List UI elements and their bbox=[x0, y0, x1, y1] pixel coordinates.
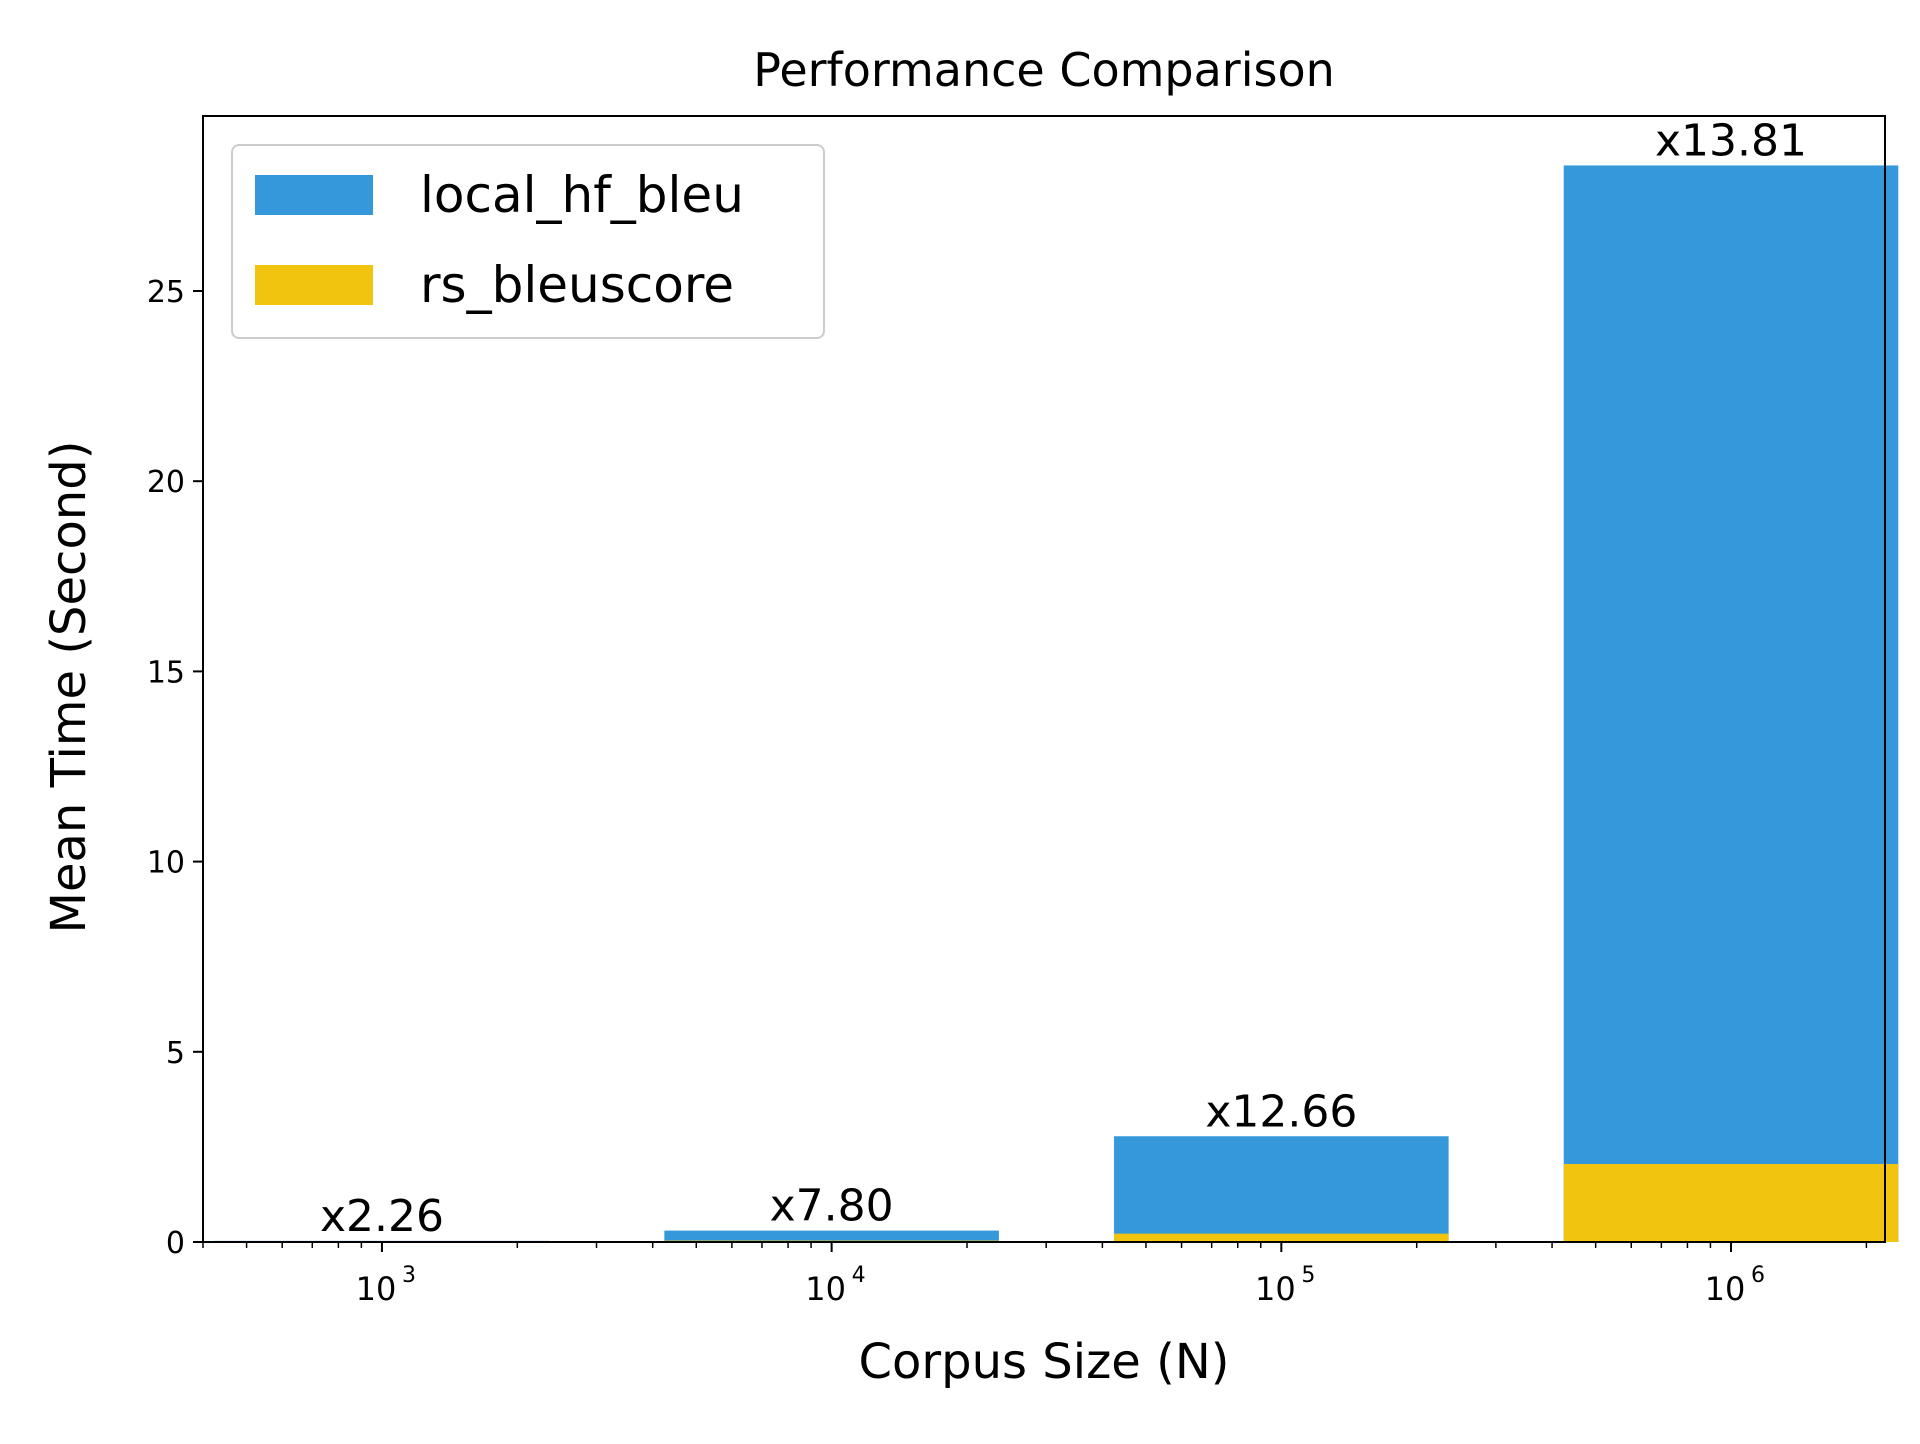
x-tick-base-0: 10 bbox=[356, 1270, 397, 1308]
x-axis-label: Corpus Size (N) bbox=[859, 1334, 1230, 1390]
x-tick-exponent-0: 3 bbox=[402, 1263, 416, 1288]
y-tick-label-5: 25 bbox=[147, 275, 185, 310]
legend-label-local-hf-bleu: local_hf_bleu bbox=[420, 166, 744, 224]
x-tick-exponent-1: 4 bbox=[852, 1263, 866, 1288]
x-tick-exponent-3: 6 bbox=[1751, 1263, 1765, 1288]
bar-annotation-0: x2.26 bbox=[320, 1191, 444, 1242]
bar-local-hf-bleu-1 bbox=[664, 1231, 999, 1242]
y-tick-label-2: 10 bbox=[147, 846, 185, 881]
bar-rs-bleuscore-3 bbox=[1564, 1164, 1899, 1242]
bar-local-hf-bleu-3 bbox=[1564, 165, 1899, 1242]
legend-label-rs-bleuscore: rs_bleuscore bbox=[420, 256, 734, 314]
x-tick-base-3: 10 bbox=[1705, 1270, 1746, 1308]
x-tick-base-2: 10 bbox=[1255, 1270, 1296, 1308]
bar-rs-bleuscore-2 bbox=[1114, 1234, 1449, 1242]
bar-annotation-1: x7.80 bbox=[770, 1181, 894, 1232]
legend-swatch-local-hf-bleu bbox=[255, 175, 373, 215]
y-tick-label-0: 0 bbox=[166, 1226, 185, 1261]
legend: local_hf_bleu rs_bleuscore bbox=[232, 145, 824, 338]
y-axis: 0 5 10 15 20 25 bbox=[147, 275, 203, 1261]
y-tick-label-4: 20 bbox=[147, 465, 185, 500]
y-axis-label: Mean Time (Second) bbox=[41, 441, 97, 934]
x-tick-exponent-2: 5 bbox=[1301, 1263, 1315, 1288]
legend-swatch-rs-bleuscore bbox=[255, 265, 373, 305]
chart-title: Performance Comparison bbox=[753, 43, 1335, 97]
bar-local-hf-bleu-2 bbox=[1114, 1136, 1449, 1242]
y-tick-label-1: 5 bbox=[166, 1036, 185, 1071]
x-tick-base-1: 10 bbox=[805, 1270, 846, 1308]
y-tick-label-3: 15 bbox=[147, 655, 185, 690]
bar-annotation-2: x12.66 bbox=[1205, 1086, 1357, 1137]
bar-annotation-3: x13.81 bbox=[1655, 115, 1807, 166]
